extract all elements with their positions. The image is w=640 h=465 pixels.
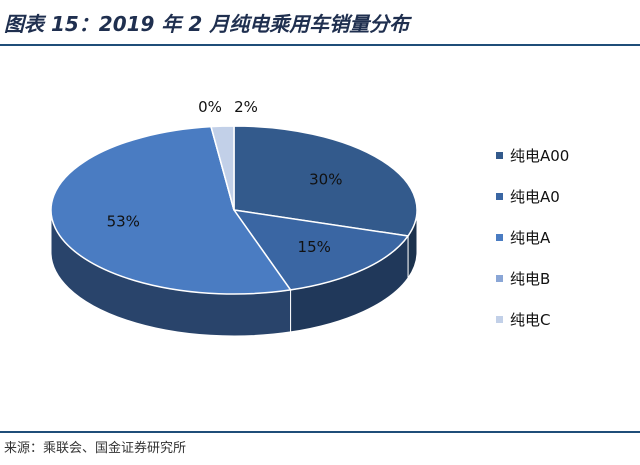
pie-chart: 30% 15% 53% 0% 2% 纯电A00 纯电A0 纯电A 纯电B 纯电C (50, 98, 569, 337)
data-label-1: 15% (298, 238, 331, 256)
legend-swatch-2 (496, 234, 503, 241)
legend-swatch-1 (496, 193, 503, 200)
legend-swatch-0 (496, 152, 503, 159)
data-label-2: 53% (107, 212, 140, 230)
data-label-0: 30% (309, 170, 342, 188)
legend-label-0: 纯电A00 (510, 147, 569, 165)
pie-slice-0 (233, 125, 418, 237)
pie-slice-4 (210, 125, 235, 211)
pie-slice-1 (232, 208, 410, 291)
source-note: 来源：乘联会、国金证券研究所 (4, 441, 187, 456)
legend-swatch-3 (496, 275, 503, 282)
legend-swatch-4 (496, 316, 503, 323)
chart-title: 图表 15：2019 年 2 月纯电乘用车销量分布 (4, 12, 410, 36)
legend-label-1: 纯电A0 (510, 188, 560, 206)
legend-label-2: 纯电A (510, 229, 551, 247)
pie-slice-2 (50, 125, 292, 295)
data-label-4: 2% (234, 98, 258, 116)
title-bar: 图表 15：2019 年 2 月纯电乘用车销量分布 (0, 0, 640, 46)
legend-label-4: 纯电C (510, 311, 550, 329)
data-label-3: 0% (198, 98, 222, 116)
bottom-divider (0, 431, 640, 433)
legend-label-3: 纯电B (510, 270, 550, 288)
